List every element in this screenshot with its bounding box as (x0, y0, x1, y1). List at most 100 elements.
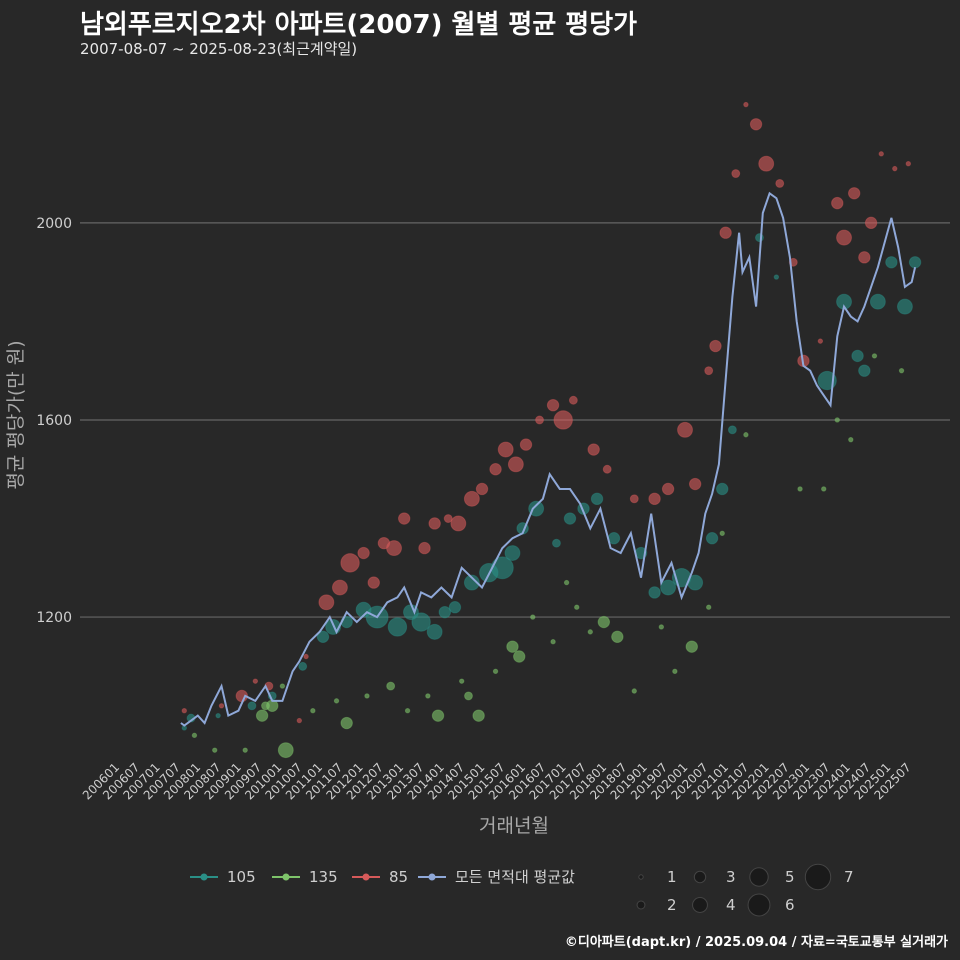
bubble-135 (277, 742, 294, 759)
bubble-105 (648, 586, 661, 599)
bubble-105 (448, 601, 462, 614)
bubble-105 (563, 512, 577, 525)
bubble-135 (464, 691, 473, 701)
bubble-135 (506, 640, 519, 653)
bubble-135 (563, 579, 570, 586)
bubble-135 (404, 708, 411, 714)
y-tick-labels: 1200 1600 2000 (36, 216, 72, 626)
bubble-135 (821, 486, 827, 492)
chart-title: 남외푸르지오2차 아파트(2007) 월별 평균 평당가 (80, 10, 638, 40)
y-tick-label: 2000 (36, 216, 72, 232)
bubble-135 (333, 698, 340, 704)
bubble-85 (709, 339, 722, 353)
legend-label: 105 (227, 868, 256, 886)
bubble-135 (191, 732, 198, 739)
bubble-105 (773, 274, 780, 280)
legend-size-label: 2 (667, 896, 677, 914)
bubble-135 (459, 678, 465, 684)
bubble-105 (896, 298, 913, 315)
legend-marker-135 (282, 873, 290, 881)
chart-subtitle: 2007-08-07 ~ 2025-08-23(최근계약일) (80, 40, 358, 58)
bubble-layer (181, 101, 922, 759)
grid-layer (80, 222, 950, 618)
bubble-85 (905, 161, 912, 167)
bubble-85 (450, 515, 467, 532)
bubble-85 (568, 395, 578, 405)
legend-size-label: 3 (726, 868, 736, 886)
legend-size-marker (638, 874, 644, 880)
bubble-135 (597, 615, 611, 629)
bubble-85 (677, 421, 693, 438)
bubble-85 (507, 456, 524, 473)
legend-size-label: 1 (667, 868, 677, 886)
y-axis-label: 평균 평당가(만 원) (5, 340, 27, 489)
legend: 105 135 85 모든 면적대 평균값 1 2 3 4 5 6 7 (190, 863, 854, 917)
legend-marker-105 (200, 873, 208, 881)
bubble-135 (530, 614, 536, 620)
bubble-85 (535, 415, 544, 425)
bubble-105 (851, 349, 864, 363)
bubble-85 (418, 541, 431, 555)
bubble-105 (215, 712, 221, 719)
bubble-105 (504, 545, 521, 561)
bubble-85 (367, 576, 380, 589)
bubble-135 (386, 681, 396, 691)
bubble-85 (303, 653, 309, 660)
bubble-85 (878, 151, 884, 157)
bubble-85 (553, 410, 573, 430)
source-credit: ©디아파트(dapt.kr) / 2025.09.04 / 자료=국토교통부 실… (564, 935, 948, 950)
bubble-85 (489, 463, 502, 476)
bubble-85 (775, 178, 785, 188)
bubble-135 (550, 639, 556, 645)
legend-label: 85 (389, 868, 408, 886)
bubble-85 (743, 101, 749, 108)
x-axis-label: 거래년월 (479, 815, 549, 837)
y-tick-label: 1200 (36, 610, 72, 626)
bubble-85 (688, 477, 702, 491)
bubble-85 (629, 494, 639, 504)
legend-size-label: 4 (726, 896, 736, 914)
legend-marker-모든 면적대 평균값 (428, 873, 436, 881)
bubble-105 (716, 482, 729, 496)
legend-size-marker (804, 863, 832, 891)
bubble-105 (552, 538, 561, 548)
legend-size-marker (692, 897, 708, 913)
bubble-135 (685, 640, 698, 653)
legend-label: 모든 면적대 평균값 (455, 868, 575, 886)
bubble-105 (426, 623, 443, 640)
bubble-135 (364, 693, 370, 699)
mean-price-line (180, 191, 917, 727)
bubble-85 (546, 398, 560, 412)
bubble-135 (743, 432, 749, 438)
bubble-85 (648, 492, 661, 506)
bubble-85 (357, 546, 370, 560)
bubble-85 (340, 553, 360, 573)
legend-size-label: 7 (844, 868, 854, 886)
bubble-85 (218, 703, 225, 709)
legend-size-label: 6 (785, 896, 795, 914)
bubble-135 (631, 688, 637, 694)
bubble-85 (892, 165, 898, 172)
bubble-105 (387, 617, 408, 637)
bubble-105 (885, 256, 898, 269)
bubble-85 (296, 717, 303, 724)
bubble-135 (310, 708, 316, 714)
bubble-135 (279, 683, 286, 689)
bubble-105 (908, 256, 922, 269)
bubble-135 (719, 530, 725, 537)
x-tick-labels: 2006012006072007012007072008012008072009… (80, 760, 914, 802)
bubble-85 (864, 216, 878, 230)
bubble-85 (749, 118, 763, 131)
bubble-105 (858, 364, 871, 377)
legend-label: 135 (309, 868, 338, 886)
bubble-135 (492, 668, 499, 674)
bubble-135 (848, 436, 854, 443)
legend-size-marker (636, 900, 646, 910)
bubble-85 (443, 514, 453, 523)
bubble-105 (411, 612, 431, 632)
bubble-135 (871, 353, 878, 359)
bubble-85 (602, 464, 612, 474)
bubble-85 (836, 229, 852, 246)
bubble-105 (298, 661, 308, 671)
bubble-135 (672, 668, 678, 674)
